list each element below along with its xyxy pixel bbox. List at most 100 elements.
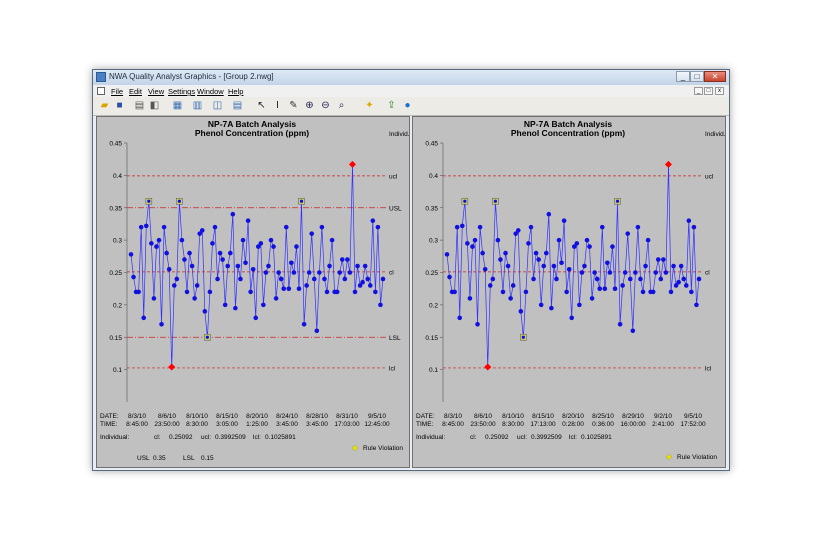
data-point[interactable]: [459, 223, 465, 229]
annotate-icon[interactable]: ✎: [289, 100, 298, 111]
data-point[interactable]: [645, 237, 651, 243]
data-point[interactable]: [523, 289, 529, 295]
data-point[interactable]: [454, 224, 460, 230]
data-point[interactable]: [655, 257, 661, 262]
data-point[interactable]: [240, 237, 246, 243]
data-point[interactable]: [605, 260, 610, 266]
data-point[interactable]: [635, 224, 641, 230]
data-point[interactable]: [301, 322, 307, 327]
data-point[interactable]: [457, 315, 463, 321]
data-point[interactable]: [671, 263, 676, 269]
zoom-select-icon[interactable]: ⌕: [338, 100, 345, 111]
data-point[interactable]: [627, 276, 633, 282]
data-point[interactable]: [273, 296, 279, 301]
data-point[interactable]: [311, 276, 317, 282]
data-point[interactable]: [192, 296, 197, 301]
print-preview-icon[interactable]: ◧: [149, 100, 160, 111]
data-point[interactable]: [314, 328, 320, 334]
data-point[interactable]: [689, 289, 694, 295]
data-point[interactable]: [650, 289, 656, 295]
mdi-minimize-button[interactable]: _: [694, 87, 703, 95]
tile-icon[interactable]: ▥: [192, 100, 203, 111]
data-point[interactable]: [592, 270, 597, 275]
data-point[interactable]: [149, 241, 154, 246]
data-point[interactable]: [653, 270, 659, 275]
data-point[interactable]: [564, 289, 569, 295]
data-point[interactable]: [194, 283, 200, 288]
data-point[interactable]: [493, 199, 497, 203]
data-point[interactable]: [696, 276, 702, 282]
data-point[interactable]: [263, 270, 269, 275]
data-point[interactable]: [128, 252, 134, 257]
data-point[interactable]: [587, 244, 592, 249]
data-point[interactable]: [607, 270, 613, 275]
data-point[interactable]: [286, 286, 292, 291]
limit-violation-point[interactable]: [168, 363, 176, 371]
data-point[interactable]: [622, 270, 628, 275]
data-point[interactable]: [156, 237, 162, 243]
data-point[interactable]: [184, 289, 190, 295]
data-point[interactable]: [538, 302, 544, 308]
data-point[interactable]: [261, 302, 266, 308]
pointer-icon[interactable]: ↖: [257, 100, 266, 111]
open-folder-icon[interactable]: ▰: [100, 100, 109, 111]
data-point[interactable]: [533, 250, 539, 256]
data-point[interactable]: [243, 260, 248, 266]
data-point[interactable]: [360, 279, 365, 285]
data-point[interactable]: [463, 199, 467, 203]
data-point[interactable]: [291, 270, 297, 275]
data-point[interactable]: [268, 237, 274, 243]
data-point[interactable]: [215, 276, 220, 282]
mdi-restore-button[interactable]: □: [704, 87, 713, 95]
data-point[interactable]: [673, 283, 679, 288]
export-icon[interactable]: ⇪: [387, 100, 396, 111]
document-icon[interactable]: [97, 87, 105, 95]
data-point[interactable]: [337, 270, 343, 275]
data-point[interactable]: [577, 302, 582, 308]
data-point[interactable]: [561, 218, 567, 223]
data-point[interactable]: [347, 270, 353, 275]
data-point[interactable]: [255, 244, 261, 249]
data-point[interactable]: [230, 211, 236, 217]
data-point[interactable]: [159, 322, 164, 327]
data-point[interactable]: [365, 276, 371, 282]
data-point[interactable]: [477, 224, 483, 230]
data-point[interactable]: [250, 266, 256, 272]
data-point[interactable]: [582, 263, 587, 269]
data-point[interactable]: [131, 274, 136, 280]
data-point[interactable]: [289, 260, 294, 266]
chart-panel-left[interactable]: NP-7A Batch Analysis Phenol Concentration…: [96, 116, 410, 468]
limit-violation-point[interactable]: [484, 363, 492, 371]
limit-violation-point[interactable]: [348, 160, 356, 168]
data-point[interactable]: [691, 224, 697, 230]
data-point[interactable]: [187, 250, 192, 256]
print-icon[interactable]: ▤: [134, 100, 145, 111]
data-point[interactable]: [574, 241, 580, 246]
data-point[interactable]: [566, 266, 572, 272]
data-point[interactable]: [329, 237, 335, 243]
data-point[interactable]: [266, 263, 271, 269]
data-point[interactable]: [294, 244, 299, 249]
data-point[interactable]: [531, 276, 536, 282]
menu-settings[interactable]: Settings: [168, 87, 196, 96]
data-point[interactable]: [278, 276, 284, 282]
data-point[interactable]: [281, 286, 287, 291]
data-point[interactable]: [352, 289, 358, 295]
data-point[interactable]: [373, 289, 378, 295]
data-point[interactable]: [630, 328, 636, 334]
data-point[interactable]: [147, 199, 151, 203]
data-point[interactable]: [625, 231, 631, 236]
data-point[interactable]: [518, 309, 524, 314]
data-point[interactable]: [543, 250, 549, 256]
data-point[interactable]: [589, 296, 595, 301]
data-point[interactable]: [357, 283, 363, 288]
data-point[interactable]: [521, 335, 525, 339]
data-point[interactable]: [154, 244, 159, 249]
data-point[interactable]: [584, 237, 590, 243]
highlight-icon[interactable]: ✦: [365, 100, 374, 111]
data-point[interactable]: [164, 250, 169, 256]
data-point[interactable]: [597, 286, 603, 291]
data-point[interactable]: [334, 289, 340, 295]
data-point[interactable]: [367, 283, 373, 288]
data-point[interactable]: [225, 263, 231, 269]
